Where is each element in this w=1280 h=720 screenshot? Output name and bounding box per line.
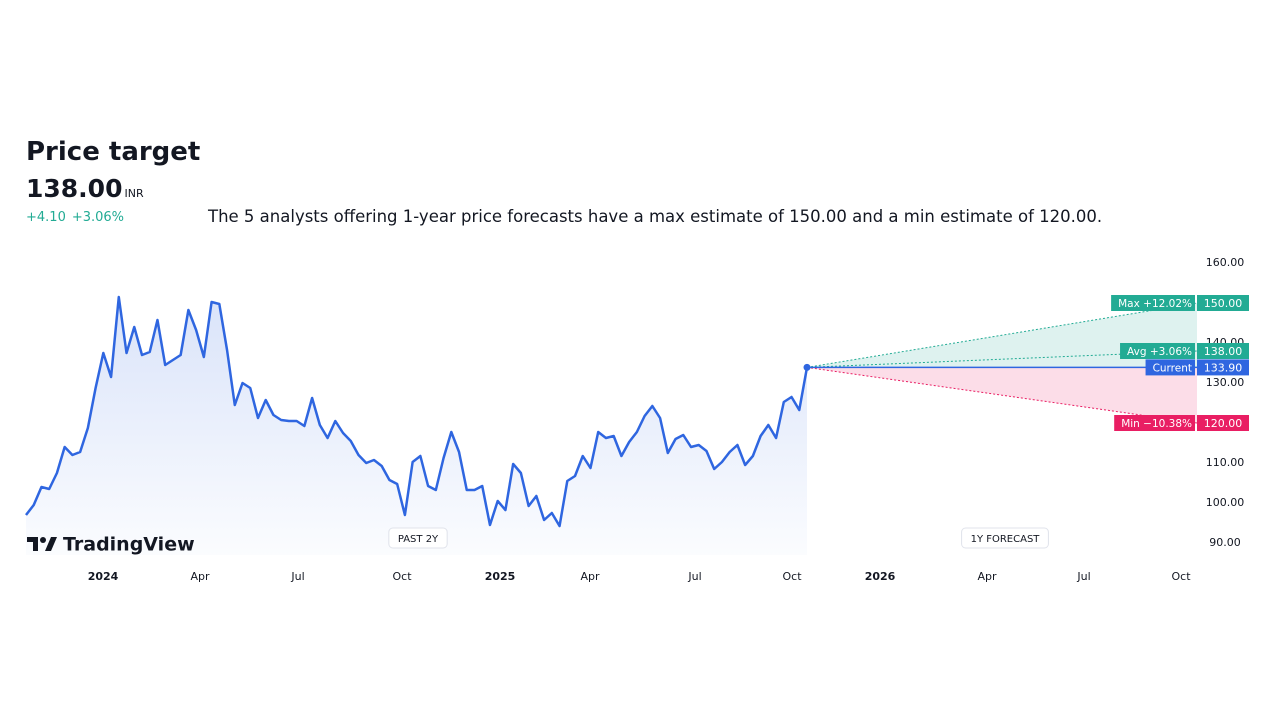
change-percent: +3.06%	[71, 210, 125, 225]
name-label: Max +12.02%	[1118, 298, 1192, 310]
x-tick-label: Oct	[782, 570, 802, 583]
value-label: 138.00	[1204, 345, 1243, 358]
name-label: Current	[1153, 362, 1192, 374]
logo-mark	[27, 537, 57, 551]
change-value: +4.10	[26, 210, 66, 225]
price: 138.00	[26, 174, 123, 203]
logo-text: TradingView	[63, 534, 195, 556]
logo: TradingView	[27, 534, 195, 556]
x-tick-label: 2024	[88, 570, 119, 583]
title: Price target	[26, 137, 201, 167]
forecast-label: 133.90 Current	[1145, 359, 1249, 376]
value-label: 120.00	[1204, 417, 1243, 430]
name-box	[1111, 295, 1195, 311]
value-box	[1197, 295, 1249, 311]
x-tick-label: Oct	[392, 570, 412, 583]
downside-area	[807, 367, 1197, 423]
forecast-label: 138.00 Avg +3.06%	[1120, 343, 1249, 359]
forecast-line	[806, 302, 1198, 368]
x-tick-label: 2026	[865, 570, 896, 583]
current-point	[803, 363, 811, 371]
name-box	[1145, 359, 1195, 376]
badge-box	[961, 527, 1049, 549]
x-tick-label: Jul	[290, 570, 304, 583]
period-badge: PAST 2Y	[388, 527, 448, 549]
value-label: 133.90	[1204, 361, 1243, 374]
price-target: 138.00 INR	[26, 174, 144, 203]
change: +4.10 +3.06%	[26, 210, 124, 225]
description: The 5 analysts offering 1-year price for…	[208, 207, 1103, 226]
value-box	[1197, 415, 1249, 431]
logo-dot	[40, 537, 46, 543]
badge-label: 1Y FORECAST	[971, 534, 1041, 545]
x-tick-label: Jul	[687, 570, 701, 583]
history-line	[25, 295, 809, 528]
badge-box	[388, 527, 448, 549]
value-box	[1197, 343, 1249, 359]
name-box	[1120, 343, 1195, 359]
y-tick-label: 90.00	[1209, 536, 1241, 549]
x-tick-label: Jul	[1076, 570, 1090, 583]
forecast-line	[806, 366, 1198, 424]
x-tick-label: 2025	[485, 570, 516, 583]
x-tick-label: Apr	[580, 570, 600, 583]
value-label: 150.00	[1204, 297, 1243, 310]
period-badge: 1Y FORECAST	[961, 527, 1049, 549]
y-tick-label: 110.00	[1206, 456, 1245, 469]
name-label: Min −10.38%	[1121, 418, 1192, 430]
badge-label: PAST 2Y	[398, 534, 439, 545]
x-tick-label: Apr	[190, 570, 210, 583]
history-area	[26, 297, 807, 555]
name-box	[1114, 415, 1195, 431]
forecast-label: 120.00 Min −10.38%	[1114, 415, 1249, 431]
value-box	[1197, 359, 1249, 376]
y-tick-label: 160.00	[1206, 256, 1245, 269]
forecast-label: 150.00 Max +12.02%	[1111, 295, 1249, 311]
x-tick-label: Oct	[1171, 570, 1191, 583]
currency: INR	[124, 187, 144, 200]
y-tick-label: 100.00	[1206, 496, 1245, 509]
x-tick-label: Apr	[977, 570, 997, 583]
name-label: Avg +3.06%	[1127, 346, 1192, 358]
y-tick-label: 130.00	[1206, 376, 1245, 389]
